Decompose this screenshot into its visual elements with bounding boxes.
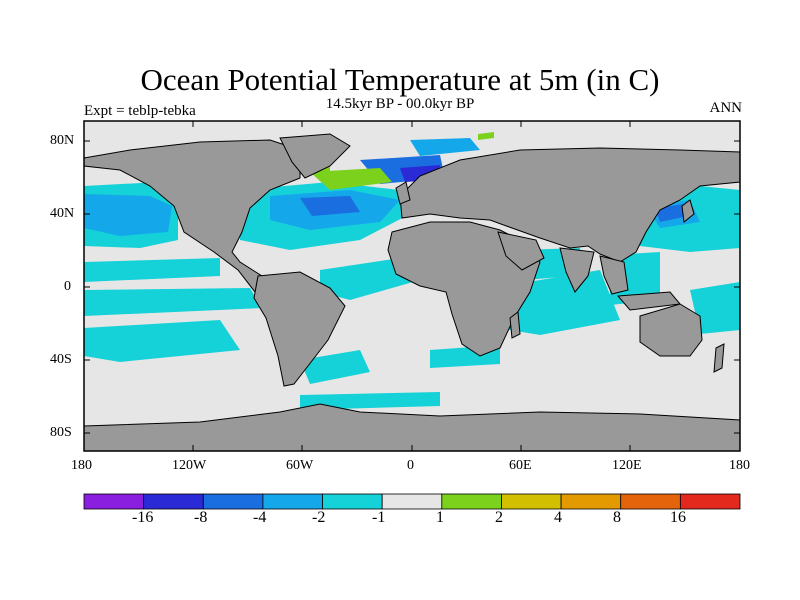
lat-tick-0: 0 [64, 279, 71, 294]
colorbar-label: -2 [312, 509, 326, 526]
colorbar-box [202, 493, 264, 510]
colorbar-box [620, 493, 681, 510]
land-new-zealand [713, 343, 725, 373]
lon-tick-60w: 60W [286, 458, 314, 473]
colorbar-label: 2 [495, 509, 503, 526]
colorbar-label: -16 [132, 509, 154, 526]
land-eurasia [399, 147, 741, 263]
colorbar-box [560, 493, 622, 510]
tick-marks [84, 121, 740, 451]
anomaly-south-atlantic [300, 350, 370, 384]
land-greenland [279, 133, 351, 179]
lat-tick-80n: 80N [50, 133, 75, 148]
colorbar-label: -4 [253, 509, 267, 526]
colorbar-label: 16 [670, 509, 686, 526]
colorbar [83, 493, 741, 510]
land-india [559, 247, 595, 293]
land-masses [83, 133, 741, 452]
land-japan [681, 199, 695, 223]
colorbar-label: 1 [436, 509, 444, 526]
anomaly-south-pacific-east [690, 282, 740, 334]
colorbar-box [381, 493, 443, 510]
lon-tick-180w: 180 [71, 458, 92, 473]
map-subtitle: 14.5kyr BP - 00.0kyr BP [325, 96, 475, 112]
land-arabia [497, 231, 545, 271]
colorbar-label: -1 [372, 509, 386, 526]
lat-tick-40n: 40N [50, 206, 75, 221]
anomaly-tropical-band-north [84, 258, 220, 282]
colorbar-label: -8 [194, 509, 208, 526]
lon-tick-0: 0 [407, 458, 414, 473]
season-label: ANN [709, 100, 743, 116]
experiment-label: Expt = teblp-tebka [84, 103, 196, 119]
anomaly-north-pacific-lightblue [84, 194, 172, 236]
colorbar-box [262, 493, 323, 510]
land-southeast-asia [599, 255, 629, 295]
land-australia [639, 303, 703, 357]
anomaly-barents-green [478, 132, 494, 140]
anomaly-southern-ocean [300, 392, 440, 410]
colorbar-box [501, 493, 562, 510]
colorbar-box [83, 493, 145, 510]
lat-tick-80s: 80S [50, 425, 72, 440]
land-uk [395, 181, 411, 205]
anomaly-south-pacific [84, 320, 240, 362]
lat-tick-40s: 40S [50, 352, 72, 367]
land-africa [387, 221, 541, 357]
colorbar-box [322, 493, 383, 510]
map-title: Ocean Potential Temperature at 5m (in C) [140, 62, 660, 97]
lon-tick-60e: 60E [509, 458, 532, 473]
lon-tick-120w: 120W [172, 458, 207, 473]
colorbar-label: 4 [554, 509, 562, 526]
anomaly-subpolar-green [310, 168, 392, 190]
anomaly-tropical-band-south [84, 288, 262, 316]
colorbar-box [679, 493, 741, 510]
land-madagascar [509, 311, 521, 339]
land-south-america [253, 271, 346, 387]
lon-tick-180e: 180 [729, 458, 750, 473]
colorbar-box [441, 493, 502, 510]
lon-tick-120e: 120E [612, 458, 642, 473]
colorbar-box [143, 493, 204, 510]
anomaly-arctic-blue [410, 138, 480, 156]
anomaly-gulf-stream-blue [300, 196, 360, 216]
colorbar-label: 8 [613, 509, 621, 526]
